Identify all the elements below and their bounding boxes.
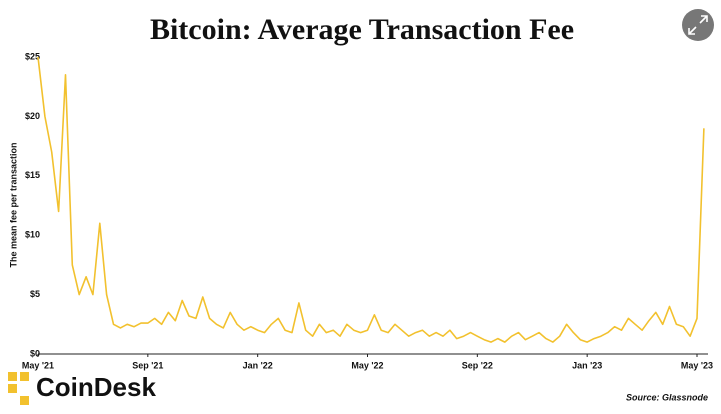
line: [37, 56, 705, 343]
expand-button[interactable]: [682, 9, 714, 41]
x-tick-label: Sep '21: [132, 360, 163, 370]
y-tick-label: $0: [30, 348, 40, 358]
y-tick-label: $20: [25, 111, 40, 121]
y-tick-label: $5: [30, 289, 40, 299]
source: Source: Glassnode: [626, 392, 708, 402]
x-tick-label: Jan '22: [243, 360, 273, 370]
chart-title: Bitcoin: Average Transaction Fee: [150, 13, 574, 46]
brand: CoinDesk: [36, 372, 156, 402]
x-tick-label: May '22: [351, 360, 383, 370]
logo-square: [20, 396, 29, 405]
y-tick-label: $15: [25, 170, 40, 180]
x-tick-label: May '21: [22, 360, 54, 370]
x-tick-label: May '23: [681, 360, 713, 370]
logo: CoinDesk: [8, 372, 156, 405]
y-tick-label: $25: [25, 51, 40, 61]
expand-circle[interactable]: [682, 9, 714, 41]
x-tick-label: Jan '23: [572, 360, 602, 370]
y-axis-label: The mean fee per transaction: [8, 142, 18, 267]
y-tick-label: $10: [25, 230, 40, 240]
logo-square: [20, 372, 29, 381]
logo-square: [8, 384, 17, 393]
x-tick-label: Sep '22: [462, 360, 493, 370]
expand-icon[interactable]: [688, 15, 708, 35]
logo-square: [8, 372, 17, 381]
